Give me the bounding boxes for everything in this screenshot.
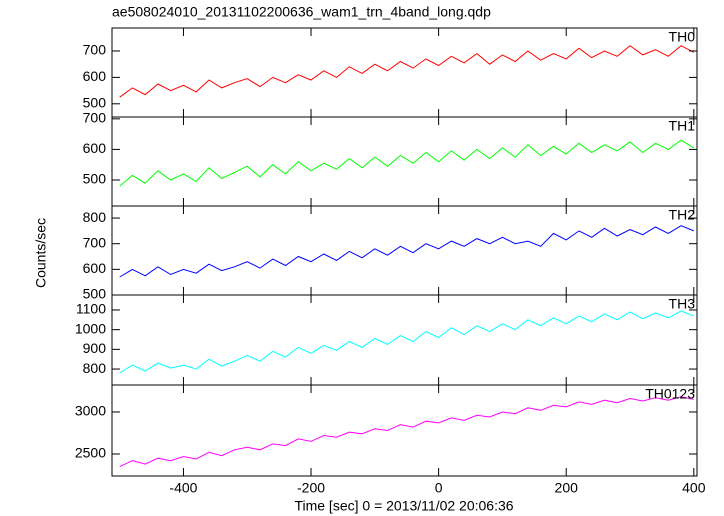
data-line	[119, 396, 694, 468]
panel-frame	[111, 294, 698, 386]
y-tick-label: 600	[83, 68, 107, 84]
x-tick-label: 200	[555, 480, 579, 496]
x-axis-label: Time [sec] 0 = 2013/11/02 20:06:36	[294, 498, 513, 514]
chart-title: ae508024010_20131102200636_wam1_trn_4ban…	[112, 4, 491, 20]
x-tick-label: 400	[682, 480, 706, 496]
panel-label: TH1	[669, 118, 696, 134]
y-tick-label: 900	[83, 340, 107, 356]
data-line	[119, 310, 694, 374]
panel-frame	[111, 116, 698, 207]
panel-frame	[111, 205, 698, 296]
panel-frame	[111, 27, 698, 118]
data-line	[119, 45, 695, 98]
y-axis-label: Counts/sec	[33, 218, 49, 288]
y-tick-label: 700	[83, 234, 107, 250]
y-tick-label: 600	[83, 260, 107, 276]
y-tick-label: 700	[83, 110, 107, 126]
y-tick-label: 3000	[75, 403, 106, 419]
y-tick-label: 800	[83, 209, 107, 225]
x-tick-label: -200	[297, 480, 325, 496]
panel-label: TH0	[669, 29, 696, 45]
x-tick-label: 0	[435, 480, 443, 496]
panel-label: TH2	[669, 207, 696, 223]
x-tick-label: -400	[169, 480, 197, 496]
y-tick-label: 600	[83, 140, 107, 156]
y-tick-label: 500	[83, 94, 107, 110]
data-line	[119, 139, 695, 187]
y-tick-label: 1000	[75, 320, 106, 336]
panel-label: TH3	[669, 296, 696, 312]
y-tick-label: 800	[83, 360, 107, 376]
panel-frame	[111, 384, 698, 477]
y-tick-label: 500	[83, 286, 107, 302]
y-tick-label: 2500	[75, 445, 106, 461]
data-line	[119, 225, 694, 278]
y-tick-label: 500	[83, 171, 107, 187]
panel-label: TH0123	[645, 386, 695, 402]
y-tick-label: 1100	[76, 301, 106, 317]
y-tick-label: 700	[83, 42, 107, 58]
